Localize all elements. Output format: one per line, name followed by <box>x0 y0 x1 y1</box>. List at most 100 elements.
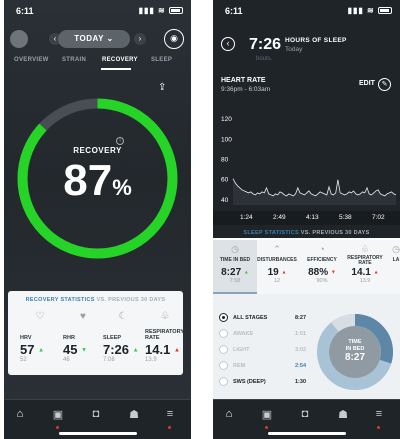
trend-up-icon: ▲ <box>38 347 45 354</box>
donut-value: 8:27 <box>344 352 365 363</box>
y-tick-label: 100 <box>221 136 232 143</box>
stat-time-in-bed[interactable]: ◷ TIME IN BED 8:27 ▲ 7:58 <box>213 240 257 294</box>
trend-up-icon: ▲ <box>173 347 180 354</box>
stat-label: RESPIRATORY RATE <box>347 254 383 266</box>
tab-bar: OVERVIEW STRAIN RECOVERY SLEEP <box>4 57 191 71</box>
stage-awake[interactable]: AWAKE 1:01 <box>217 327 309 341</box>
team-icon[interactable]: ☗ <box>129 409 139 421</box>
share-icon[interactable]: ⇪ <box>158 82 167 93</box>
stage-time: 3:02 <box>295 347 307 353</box>
stage-time: 8:27 <box>295 315 307 321</box>
stat-label: HRV <box>20 335 32 341</box>
lungs-icon: ♧ <box>160 311 170 322</box>
stat-baseline: 90% <box>316 278 328 284</box>
stat-baseline: 13.9 <box>145 357 157 363</box>
stat-value: 45 <box>63 342 78 357</box>
stat-respiratory-rate[interactable]: ♧ RESPIRATORY RATE 14.1 ▲ 13.9 <box>343 240 387 294</box>
tab-overview[interactable]: OVERVIEW <box>14 57 49 63</box>
stat-baseline: 13.9 <box>359 278 371 284</box>
heart-rate-range: 9:36pm - 6:03am <box>221 86 271 93</box>
stage-all[interactable]: ALL STAGES 8:27 <box>217 311 309 325</box>
team-icon[interactable]: ☗ <box>338 409 348 421</box>
stat-sleep: ☾ SLEEP 7:26 ▲ 7:08 <box>103 311 143 363</box>
stat-baseline: 52 <box>20 357 27 363</box>
status-icons: ▮▮▮ ≋ <box>348 6 392 15</box>
home-indicator <box>268 432 346 435</box>
clock-icon: ◷ <box>392 244 400 254</box>
menu-icon[interactable]: ≡ <box>162 408 178 429</box>
stat-value: 19 <box>267 267 279 278</box>
stage-name: REM <box>233 363 246 369</box>
card-title-sub: VS. PREVIOUS 30 DAYS <box>96 297 166 303</box>
stat-latency[interactable]: ◷ LA <box>386 240 400 294</box>
tab-sleep[interactable]: SLEEP <box>151 57 173 63</box>
stage-name: SWS (DEEP) <box>233 379 266 385</box>
signal-wifi-icon: ▮▮▮ ≋ <box>347 6 375 15</box>
camera-icon[interactable]: ◘ <box>301 408 309 420</box>
home-icon[interactable]: ⌂ <box>16 408 24 420</box>
stat-hrv: ♡ HRV 57 ▲ 52 <box>20 311 60 363</box>
donut-label-line1: TIME <box>348 339 362 345</box>
sleep-hours-label: HOURS OF SLEEP <box>285 37 347 44</box>
stat-label: EFFICIENCY <box>307 257 337 264</box>
stat-label: LA <box>392 257 400 264</box>
home-icon[interactable]: ⌂ <box>225 408 233 420</box>
tab-recovery[interactable]: RECOVERY <box>102 57 138 63</box>
recovery-stats-card[interactable]: RECOVERY STATISTICS VS. PREVIOUS 30 DAYS… <box>8 291 184 375</box>
bottom-nav: ⌂ ▣ ◘ ☗ ≡ <box>213 399 400 439</box>
battery-icon <box>378 7 392 14</box>
menu-icon[interactable]: ≡ <box>371 408 387 429</box>
stat-value: 57 <box>20 342 35 357</box>
back-button[interactable]: ‹ <box>221 37 235 51</box>
card-title: RECOVERY STATISTICS VS. PREVIOUS 30 DAYS <box>8 297 183 303</box>
gauge-icon: ◔ <box>319 244 325 254</box>
coach-icon[interactable]: ◉ <box>164 29 184 49</box>
stat-efficiency[interactable]: ◔ EFFICIENCY 88% ▼ 90% <box>300 240 344 294</box>
sleep-stats-strip[interactable]: ◷ TIME IN BED 8:27 ▲ 7:58 ⌃ DISTURBANCES… <box>213 240 400 294</box>
radio-button[interactable] <box>219 377 228 386</box>
radio-button[interactable] <box>219 345 228 354</box>
radio-button[interactable] <box>219 361 228 370</box>
y-tick-label: 40 <box>221 197 229 204</box>
stat-baseline: 46 <box>63 357 70 363</box>
x-tick-label: 1:24 <box>240 214 253 221</box>
home-indicator <box>59 432 137 435</box>
heartbeat-icon: ♥ <box>80 311 86 322</box>
stage-name: AWAKE <box>233 331 254 337</box>
recovery-ring <box>17 98 178 259</box>
pencil-icon[interactable]: ✎ <box>378 78 391 91</box>
stat-value: 8:27 <box>221 267 242 278</box>
stat-value: 88% <box>308 267 329 278</box>
sleep-stats-title: SLEEP STATISTICS VS. PREVIOUS 30 DAYS <box>213 230 400 236</box>
status-bar: 6:11 ▮▮▮ ≋ <box>4 0 191 22</box>
recovery-screen: 6:11 ▮▮▮ ≋ ‹ TODAY ⌄ › ◉ OVERVIEW STRAIN… <box>4 0 191 439</box>
journal-icon[interactable]: ▣ <box>259 408 275 429</box>
y-tick-label: 120 <box>221 116 232 123</box>
sleep-stats-title-main: SLEEP STATISTICS <box>243 230 299 236</box>
stage-rem[interactable]: REM 2:54 <box>217 359 309 373</box>
next-day-button[interactable]: › <box>134 33 146 45</box>
status-icons: ▮▮▮ ≋ <box>139 6 183 15</box>
stage-sws-deep[interactable]: SWS (DEEP) 1:30 <box>217 375 309 389</box>
radio-button[interactable] <box>219 313 228 322</box>
date-selector[interactable]: TODAY ⌄ <box>58 30 130 48</box>
recovery-number: 87 <box>63 156 113 205</box>
card-title-main: RECOVERY STATISTICS <box>25 297 95 303</box>
camera-icon[interactable]: ◘ <box>92 408 100 420</box>
tab-strain[interactable]: STRAIN <box>62 57 87 63</box>
y-tick-label: 80 <box>221 157 229 164</box>
heart-rate-chart: 120 100 80 60 40 <box>221 116 397 205</box>
heart-rate-area <box>233 178 396 205</box>
stage-light[interactable]: LIGHT 3:02 <box>217 343 309 357</box>
journal-icon[interactable]: ▣ <box>50 408 66 429</box>
recovery-unit: % <box>112 175 132 200</box>
edit-label[interactable]: EDIT <box>359 80 375 87</box>
info-icon[interactable]: i <box>116 137 124 145</box>
stat-disturbances[interactable]: ⌃ DISTURBANCES 19 ▲ 12 <box>255 240 299 294</box>
lungs-icon: ♧ <box>360 244 370 254</box>
radio-button[interactable] <box>219 329 228 338</box>
avatar[interactable] <box>10 30 28 48</box>
stat-label: DISTURBANCES <box>257 257 297 264</box>
stat-value: 7:26 <box>103 342 130 357</box>
sleep-stats-title-sub: VS. PREVIOUS 30 DAYS <box>300 230 370 236</box>
